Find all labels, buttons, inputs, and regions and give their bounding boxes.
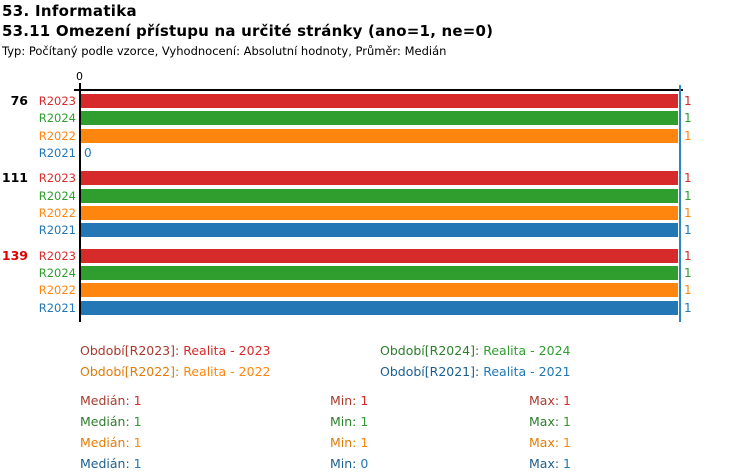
stat-label: Medián: [80, 456, 130, 471]
stat-value: 1 [133, 393, 142, 408]
stat-label: Min: [330, 456, 357, 471]
bar [81, 249, 678, 263]
stat-cell-max: Max: 1 [529, 456, 571, 471]
series-row-label: R2023 [38, 171, 76, 185]
legend-item-value: Realita - 2021 [483, 364, 571, 379]
bar-value-label: 1 [684, 171, 692, 185]
stat-cell-min: Min: 1 [330, 393, 368, 408]
bar-value-label: 1 [684, 249, 692, 263]
series-row-label: R2024 [38, 189, 76, 203]
bar-value-label: 1 [684, 94, 692, 108]
stat-cell-median: Medián: 1 [80, 456, 142, 471]
group-label: 76 [10, 93, 28, 108]
bar-value-label: 1 [684, 111, 692, 125]
bar-value-label: 1 [684, 301, 692, 315]
stat-label: Max: [529, 393, 560, 408]
series-row-label: R2022 [38, 206, 76, 220]
series-row-label: R2022 [38, 129, 76, 143]
stat-cell-median: Medián: 1 [80, 435, 142, 450]
legend-item-value: Realita - 2022 [183, 364, 271, 379]
stat-label: Min: [330, 393, 357, 408]
legend-item-label: Období[R2021]: [380, 364, 480, 379]
stat-label: Max: [529, 456, 560, 471]
y-axis-line [79, 83, 81, 322]
stat-cell-max: Max: 1 [529, 393, 571, 408]
bar-value-label: 0 [84, 146, 92, 160]
stat-label: Max: [529, 435, 560, 450]
legend-item-value: Realita - 2023 [183, 343, 271, 358]
legend-item: Období[R2022]: Realita - 2022 [80, 364, 270, 379]
bar [81, 189, 678, 203]
stat-label: Medián: [80, 393, 130, 408]
group-label: 139 [1, 248, 28, 263]
stat-value: 0 [360, 456, 369, 471]
report-title: 53. Informatika [2, 2, 137, 20]
stat-value: 1 [133, 414, 142, 429]
stat-cell-min: Min: 1 [330, 435, 368, 450]
bar [81, 223, 678, 237]
stat-label: Max: [529, 414, 560, 429]
stat-value: 1 [360, 435, 369, 450]
legend-item: Období[R2021]: Realita - 2021 [380, 364, 570, 379]
stat-value: 1 [133, 456, 142, 471]
legend-item: Období[R2024]: Realita - 2024 [380, 343, 570, 358]
bar [81, 171, 678, 185]
series-row-label: R2023 [38, 249, 76, 263]
series-row-label: R2024 [38, 111, 76, 125]
legend-item: Období[R2023]: Realita - 2023 [80, 343, 270, 358]
bar-value-label: 1 [684, 129, 692, 143]
stat-value: 1 [360, 393, 369, 408]
group-label: 111 [1, 170, 28, 185]
bar [81, 301, 678, 315]
x-axis-tick-label: 0 [76, 70, 83, 83]
bar [81, 111, 678, 125]
bar [81, 206, 678, 220]
stat-cell-max: Max: 1 [529, 435, 571, 450]
series-row-label: R2024 [38, 266, 76, 280]
stat-value: 1 [360, 414, 369, 429]
bar-value-label: 1 [684, 223, 692, 237]
legend-item-label: Období[R2023]: [80, 343, 180, 358]
stat-value: 1 [563, 456, 571, 471]
bar [81, 283, 678, 297]
report-meta-line: Typ: Počítaný podle vzorce, Vyhodnocení:… [2, 44, 447, 58]
stat-label: Medián: [80, 414, 130, 429]
bar [81, 266, 678, 280]
legend-item-value: Realita - 2024 [483, 343, 571, 358]
series-row-label: R2023 [38, 94, 76, 108]
stat-cell-median: Medián: 1 [80, 393, 142, 408]
stat-cell-min: Min: 1 [330, 414, 368, 429]
stat-label: Min: [330, 435, 357, 450]
bar-value-label: 1 [684, 266, 692, 280]
stat-value: 1 [563, 393, 571, 408]
series-row-label: R2021 [38, 146, 76, 160]
bar-value-label: 1 [684, 283, 692, 297]
stat-value: 1 [563, 414, 571, 429]
bar [81, 129, 678, 143]
series-row-label: R2021 [38, 301, 76, 315]
stat-cell-min: Min: 0 [330, 456, 368, 471]
series-row-label: R2022 [38, 283, 76, 297]
bar [81, 94, 678, 108]
stat-cell-median: Medián: 1 [80, 414, 142, 429]
stat-label: Medián: [80, 435, 130, 450]
stat-cell-max: Max: 1 [529, 414, 571, 429]
report-subtitle: 53.11 Omezení přístupu na určité stránky… [2, 22, 494, 40]
x-axis-line [74, 89, 683, 91]
median-reference-line [679, 85, 681, 322]
stat-value: 1 [563, 435, 571, 450]
bar-value-label: 1 [684, 189, 692, 203]
stat-label: Min: [330, 414, 357, 429]
legend-item-label: Období[R2024]: [380, 343, 480, 358]
legend-item-label: Období[R2022]: [80, 364, 180, 379]
series-row-label: R2021 [38, 223, 76, 237]
stat-value: 1 [133, 435, 142, 450]
bar-value-label: 1 [684, 206, 692, 220]
